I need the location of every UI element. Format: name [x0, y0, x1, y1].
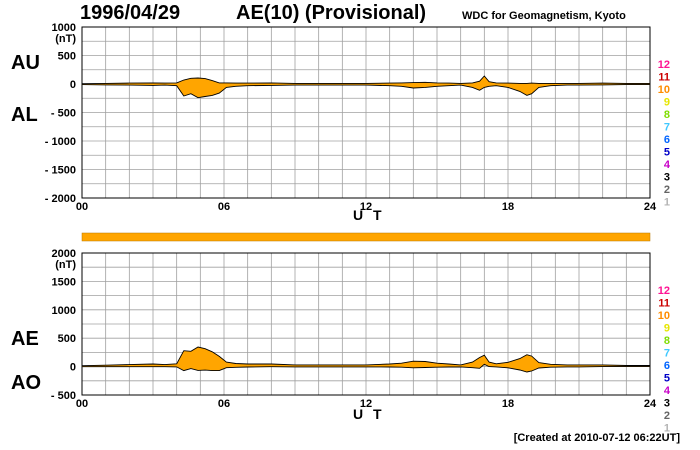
panel2-y-tick-label: 1500: [52, 276, 76, 288]
panel1-station-count-label: 6: [664, 134, 670, 146]
panel1-station-count-label: 2: [664, 184, 670, 196]
panel1-station-count-label: 11: [658, 72, 670, 84]
panel1-station-count-label: 9: [664, 97, 670, 109]
panel1-station-count-label: 4: [664, 159, 671, 171]
panel2-upper-series-label: AE: [11, 328, 39, 350]
panel1-x-tick-label: 00: [76, 201, 88, 213]
panel2-lower-series-label: AO: [11, 372, 41, 394]
panel2-x-tick-label: 24: [644, 398, 657, 410]
panel1-plot-frame: [81, 26, 651, 199]
panel2-plot-frame: [81, 252, 651, 396]
created-timestamp: [Created at 2010-07-12 06:22UT]: [513, 432, 680, 444]
panel1-station-count-label: 10: [658, 84, 670, 96]
panel1-x-tick-label: 12: [360, 201, 372, 213]
panel1-y-tick-label: - 500: [51, 108, 76, 120]
panel2-y-tick-label: - 500: [51, 390, 76, 402]
panel1-x-tick-label: 06: [218, 201, 230, 213]
panel1-lower-series-label: AL: [11, 104, 38, 126]
panel2-station-count-label: 10: [658, 310, 670, 322]
panel1-y-tick-label: - 1500: [45, 165, 76, 177]
panel1-x-axis-label: U T: [353, 207, 385, 223]
panel2-envelope-area: [82, 347, 650, 372]
panel2-station-count-label: 5: [664, 373, 670, 385]
organization-label: WDC for Geomagnetism, Kyoto: [462, 10, 626, 22]
panel1-au-series-line: [81, 75, 650, 85]
panel2-station-count-label: 4: [664, 385, 671, 397]
panel2-x-tick-label: 12: [360, 398, 372, 410]
chart-title: AE(10) (Provisional): [236, 2, 427, 24]
panel1-y-unit-label: (nT): [55, 33, 76, 45]
panel1-y-tick-label: 1000: [52, 22, 76, 34]
panel2-x-axis-label: U T: [353, 406, 385, 422]
panel1-y-tick-label: - 2000: [45, 193, 76, 205]
panel2-x-tick-label: 00: [76, 398, 88, 410]
panel2-station-count-label: 8: [664, 335, 670, 347]
panel1-station-count-label: 12: [658, 59, 670, 71]
panel1-y-tick-label: 0: [70, 79, 76, 91]
panel2-station-count-label: 1: [664, 423, 670, 435]
panel2-station-count-label: 11: [658, 298, 670, 310]
panel2-ao-series-line: [82, 363, 650, 373]
panel2-x-tick-label: 18: [502, 398, 514, 410]
panel1-upper-series-label: AU: [11, 52, 40, 74]
panel1-station-count-label: 5: [664, 147, 670, 159]
panel1-station-count-label: 8: [664, 109, 670, 121]
panel1-station-count-label: 3: [664, 172, 670, 184]
panel2-y-unit-label: (nT): [55, 259, 76, 271]
station-count-bar: [81, 232, 651, 242]
panel2-ae-series-line: [81, 346, 650, 367]
panel1-al-series-line: [81, 84, 650, 99]
date-label: 1996/04/29: [80, 2, 181, 24]
panel2-station-count-label: 3: [664, 398, 670, 410]
panel2-station-count-label: 12: [658, 285, 670, 297]
panel1-station-count-label: 1: [664, 197, 670, 209]
panel2-station-count-label: 7: [664, 348, 670, 360]
panel2-y-tick-label: 0: [70, 362, 76, 374]
panel1-x-tick-label: 18: [502, 201, 514, 213]
panel2-y-tick-label: 1000: [52, 305, 76, 317]
panel1-y-tick-label: 500: [58, 51, 76, 63]
panel1-x-tick-label: 24: [644, 201, 657, 213]
panel2-station-count-label: 9: [664, 323, 670, 335]
panel2-y-tick-label: 2000: [52, 248, 76, 260]
panel1-station-count-label: 7: [664, 122, 670, 134]
panel2-station-count-label: 2: [664, 410, 670, 422]
panel2-x-tick-label: 06: [218, 398, 230, 410]
panel1-envelope-area: [82, 76, 650, 98]
panel2-station-count-label: 6: [664, 360, 670, 372]
panel1-y-tick-label: - 1000: [45, 136, 76, 148]
panel2-y-tick-label: 500: [58, 333, 76, 345]
